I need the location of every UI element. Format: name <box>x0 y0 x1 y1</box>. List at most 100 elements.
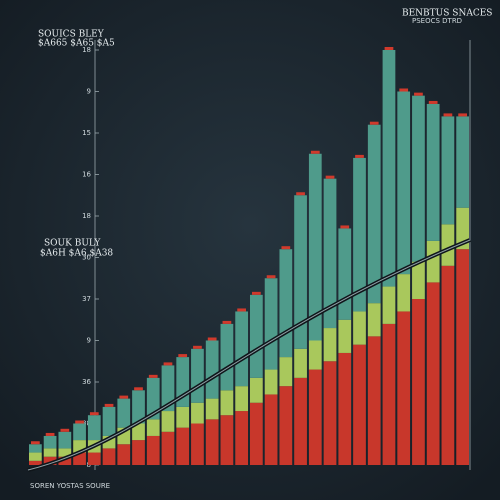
bar-segment <box>323 178 337 329</box>
bar-cap <box>296 192 305 196</box>
bar-cap <box>399 88 409 92</box>
annotation: SOREN YOSTAS SOURE <box>30 482 110 490</box>
annotation: BENBTUS SNACES <box>402 9 492 19</box>
bar-segment <box>353 344 366 465</box>
bar-segment <box>29 460 42 465</box>
bar-segment <box>87 452 101 465</box>
bar-cap <box>178 354 188 358</box>
bar-segment <box>382 50 396 287</box>
bar-segment <box>102 406 116 436</box>
bar-cap <box>222 320 232 324</box>
y-tick-label: 15 <box>82 129 91 137</box>
bar-cap <box>89 412 99 416</box>
bar-segment <box>264 278 278 370</box>
bar-segment <box>205 419 219 465</box>
bar-segment <box>426 282 440 465</box>
bar-segment <box>132 390 145 424</box>
bar-segment <box>367 303 381 337</box>
bar-segment <box>235 311 248 387</box>
bar-segment <box>294 348 307 378</box>
bar-segment <box>220 415 234 465</box>
bar-cap <box>45 432 55 436</box>
bar-segment <box>220 390 234 416</box>
bar-cap <box>75 420 84 424</box>
bar-segment <box>161 431 175 465</box>
annotation: $A6H $A6,$A38 <box>40 249 113 259</box>
annotation: SOUK BULY <box>44 239 101 249</box>
bar-cap <box>414 92 423 96</box>
bar-segment <box>102 448 116 465</box>
y-tick-label: 9 <box>87 88 91 96</box>
bar-segment <box>235 386 248 412</box>
bar-segment <box>146 435 160 465</box>
bar-segment <box>382 323 396 465</box>
bar-segment <box>412 95 425 262</box>
chart-subtitle: $A665 $A65 $A5 <box>38 39 115 49</box>
bar-segment <box>43 435 57 449</box>
bar-segment <box>58 448 72 457</box>
bar-segment <box>43 448 57 457</box>
bar-segment <box>279 386 293 465</box>
bar-segment <box>205 398 219 420</box>
bar-segment <box>250 402 263 465</box>
bar-segment <box>117 398 131 428</box>
bar-segment <box>308 340 322 370</box>
bar-cap <box>148 374 158 378</box>
bar-segment <box>29 452 42 461</box>
bar-segment <box>426 103 440 241</box>
bar-segment <box>205 340 219 399</box>
bar-segment <box>367 124 381 304</box>
bar-segment <box>176 427 190 465</box>
bar-cap <box>252 291 261 295</box>
bar-cap <box>325 175 335 179</box>
bar-segment <box>397 274 411 312</box>
bar-cap <box>60 428 70 432</box>
bar-segment <box>426 240 440 283</box>
bar-segment <box>146 377 160 420</box>
bar-segment <box>353 311 366 345</box>
bar-segment <box>29 444 42 453</box>
bar-segment <box>279 249 293 358</box>
bar-segment <box>279 357 293 387</box>
bar-cap <box>369 121 379 125</box>
bar-segment <box>353 157 366 312</box>
bar-segment <box>161 411 175 432</box>
curve <box>27 239 471 471</box>
bar-segment <box>441 224 455 266</box>
bar-segment <box>412 299 425 465</box>
bar-segment <box>412 261 425 299</box>
bar-segment <box>146 419 160 436</box>
bar-segment <box>191 402 204 424</box>
bar-cap <box>384 47 394 50</box>
bar-segment <box>294 195 307 349</box>
bar-segment <box>294 377 307 465</box>
bar-segment <box>58 456 72 465</box>
bar-segment <box>397 311 411 465</box>
bar-cap <box>31 441 40 445</box>
bar-segment <box>338 352 352 465</box>
bar-segment <box>323 361 337 465</box>
bar-segment <box>323 328 337 362</box>
y-tick-label: 30 <box>82 254 91 262</box>
bar-segment <box>441 265 455 465</box>
bar-segment <box>250 294 263 378</box>
bar-segment <box>117 444 131 465</box>
bar-segment <box>132 440 145 465</box>
plot: 8383693730181615918 <box>29 46 469 469</box>
bar-segment <box>235 411 248 465</box>
y-tick-label: 38 <box>82 420 91 428</box>
bar-segment <box>191 423 204 465</box>
bar-cap <box>355 154 364 158</box>
bar-segment <box>308 369 322 465</box>
chart-title: SOUICS BLEY <box>38 30 105 40</box>
bar-segment <box>397 91 411 275</box>
bar-cap <box>443 113 453 117</box>
bar-cap <box>119 395 129 399</box>
bar-segment <box>73 423 86 441</box>
bar-segment <box>43 456 57 465</box>
bar-cap <box>428 100 438 104</box>
bar-segment <box>338 228 352 320</box>
bar-segment <box>456 249 469 465</box>
bar-segment <box>264 394 278 465</box>
